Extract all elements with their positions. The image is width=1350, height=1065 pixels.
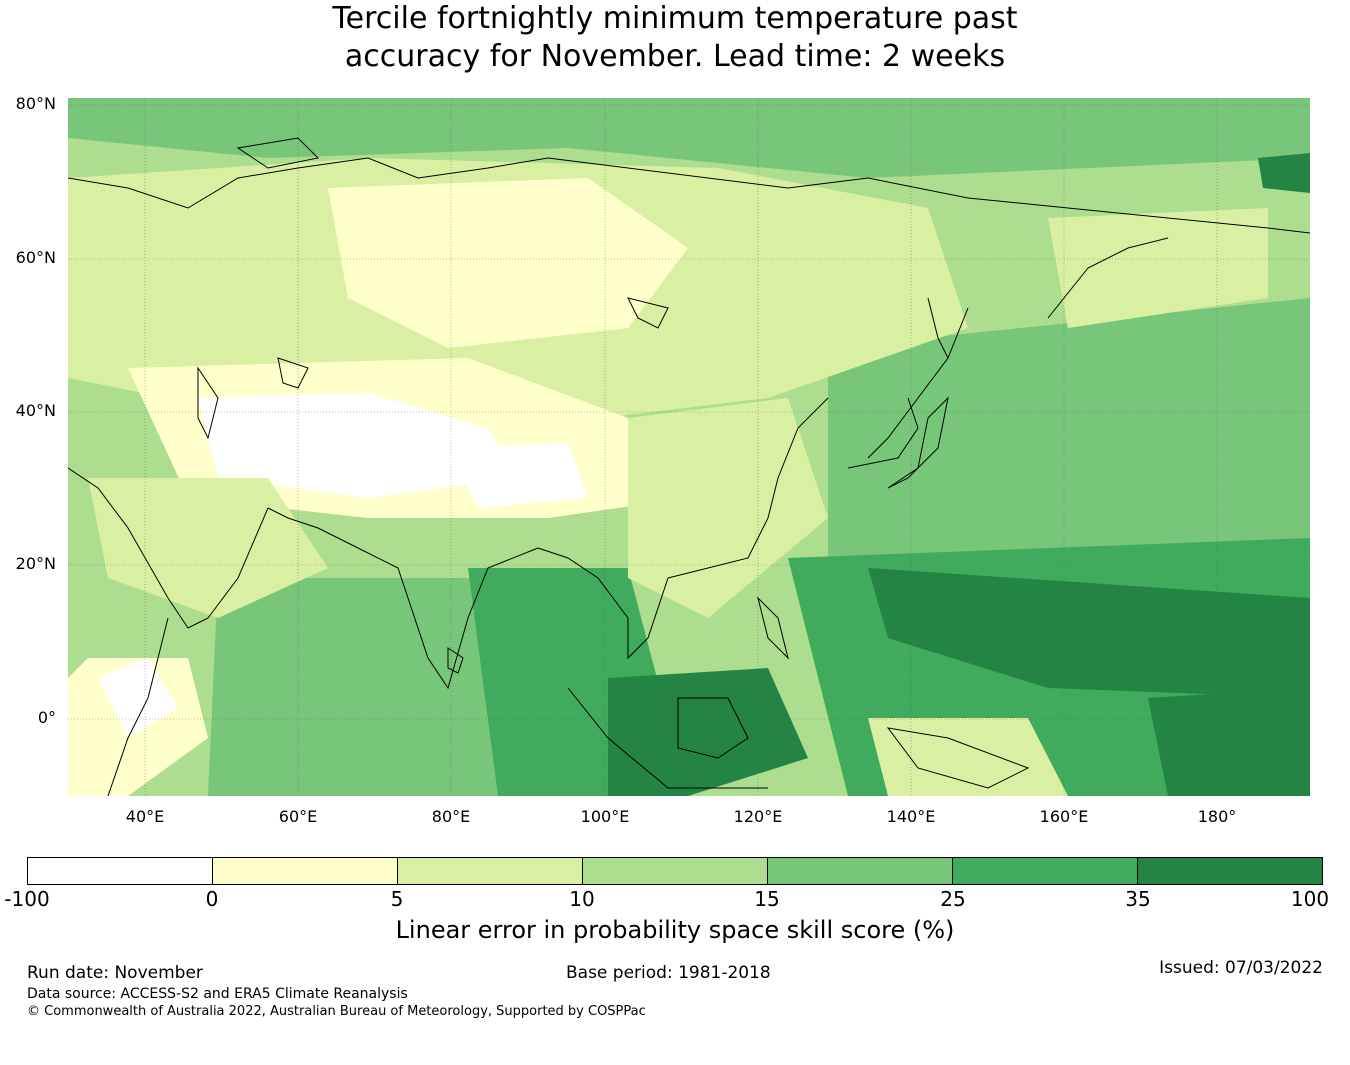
colorbar-tick: 10 xyxy=(569,887,595,911)
lon-label-40e: 40°E xyxy=(125,807,165,826)
colorbar-tick: -100 xyxy=(4,887,50,911)
coastlines xyxy=(68,137,1310,796)
field-arabia-mixed xyxy=(88,478,328,618)
graticule xyxy=(68,98,1310,796)
colorbar-segment xyxy=(1138,858,1322,884)
field-arctic-north xyxy=(68,98,1310,178)
map-canvas xyxy=(68,98,1310,796)
colorbar-title: Linear error in probability space skill … xyxy=(395,916,955,944)
colorbar-tick: 0 xyxy=(205,887,219,911)
data-source: Data source: ACCESS-S2 and ERA5 Climate … xyxy=(27,986,408,1002)
colorbar-segment xyxy=(213,858,398,884)
chart-title-line1: Tercile fortnightly minimum temperature … xyxy=(332,1,1018,36)
colorbar-tick: 35 xyxy=(1125,887,1151,911)
chart-title-line2: accuracy for November. Lead time: 2 week… xyxy=(344,39,1006,74)
lat-label-80n: 80°N xyxy=(15,94,56,113)
lon-label-160e: 160°E xyxy=(1039,807,1089,826)
lon-label-140e: 140°E xyxy=(886,807,936,826)
field-new-guinea-light xyxy=(868,718,1068,796)
lon-label-120e: 120°E xyxy=(733,807,783,826)
field-pacific-dark-south xyxy=(1148,688,1310,796)
skill-score-map xyxy=(68,98,1310,796)
colorbar-segment xyxy=(398,858,583,884)
lat-label-60n: 60°N xyxy=(15,248,56,267)
field-china-light xyxy=(628,398,828,618)
field-central-asia-white xyxy=(198,393,518,498)
lon-label-80e: 80°E xyxy=(431,807,471,826)
lon-label-60e: 60°E xyxy=(278,807,318,826)
copyright: © Commonwealth of Australia 2022, Austra… xyxy=(27,1004,646,1019)
colorbar-segment xyxy=(953,858,1138,884)
colorbar-segment xyxy=(583,858,768,884)
field-siberia-yellow xyxy=(328,178,688,348)
run-date: Run date: November xyxy=(27,963,203,983)
colorbar-tick: 25 xyxy=(940,887,966,911)
colorbar-segment xyxy=(768,858,953,884)
field-tibet-white xyxy=(448,443,588,508)
field-pacific-dark xyxy=(868,568,1310,698)
lon-label-100e: 100°E xyxy=(580,807,630,826)
lat-label-0: 0° xyxy=(37,708,56,727)
colorbar xyxy=(27,857,1323,885)
lat-label-40n: 40°N xyxy=(15,401,56,420)
chart-title: Tercile fortnightly minimum temperature … xyxy=(0,0,1350,76)
lon-label-180: 180° xyxy=(1197,807,1237,826)
field-east-africa-white xyxy=(98,658,178,738)
base-period: Base period: 1981-2018 xyxy=(566,963,771,983)
colorbar-tick: 100 xyxy=(1290,887,1330,911)
colorbar-tick: 15 xyxy=(754,887,780,911)
field-kamchatka-light xyxy=(1048,208,1268,328)
colorbar-segment xyxy=(28,858,213,884)
field-north-pacific xyxy=(828,298,1310,618)
colorbar-tick: 5 xyxy=(390,887,404,911)
field-arctic-dark xyxy=(1258,153,1310,193)
issued-date: Issued: 07/03/2022 xyxy=(1159,958,1323,978)
lat-label-20n: 20°N xyxy=(15,554,56,573)
